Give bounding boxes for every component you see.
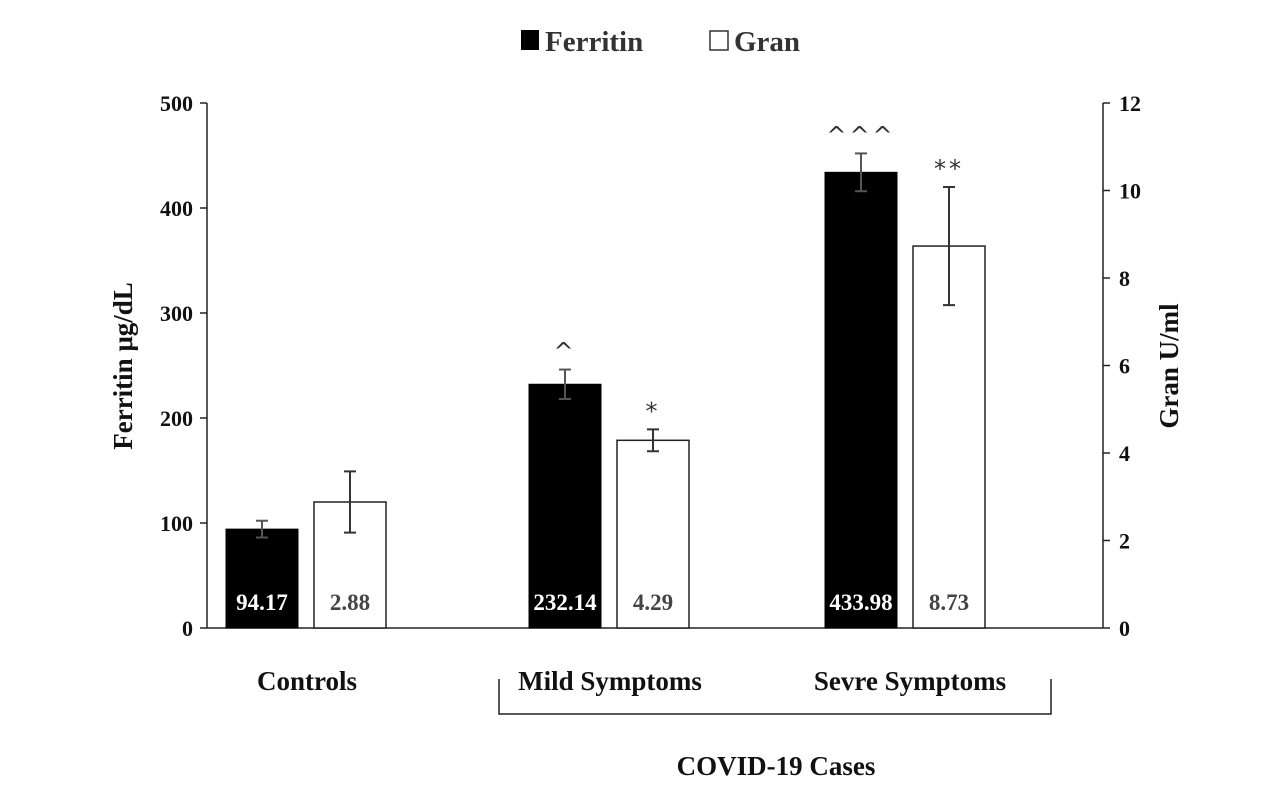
left-tick-label: 200	[160, 406, 193, 431]
right-tick-label: 2	[1119, 529, 1130, 554]
right-tick-label: 0	[1119, 616, 1130, 641]
bar-value-label: 2.88	[330, 590, 370, 615]
left-tick-label: 400	[160, 196, 193, 221]
bar-value-label: 8.73	[929, 590, 969, 615]
bar-ferritin-2	[824, 171, 898, 629]
bar-value-label: 433.98	[829, 590, 892, 615]
bar-gran-1	[616, 439, 690, 629]
group-label: COVID-19 Cases	[677, 751, 876, 781]
right-tick-label: 4	[1119, 441, 1130, 466]
legend-label-gran: Gran	[734, 26, 800, 58]
right-tick-label: 6	[1119, 354, 1130, 379]
significance-mark: ^	[553, 338, 576, 366]
significance-mark: *	[646, 397, 661, 425]
bar-value-label: 232.14	[533, 590, 597, 615]
significance-mark: **	[934, 155, 964, 183]
right-tick-label: 8	[1119, 266, 1130, 291]
bar-ferritin-1	[528, 383, 602, 629]
left-axis-title: Ferritin μg/dL	[108, 282, 138, 450]
legend: Ferritin Gran	[521, 26, 800, 58]
left-tick-label: 100	[160, 511, 193, 536]
bars: 94.17 2.88 232.14 ^ 4.29 * 433.98 ^^^ 8.73 **	[225, 121, 986, 629]
legend-swatch-ferritin	[521, 30, 539, 50]
right-tick-label: 10	[1119, 179, 1141, 204]
left-tick-label: 300	[160, 301, 193, 326]
legend-label-ferritin: Ferritin	[545, 26, 643, 58]
right-tick-label: 12	[1119, 91, 1141, 116]
bar-value-label: 4.29	[633, 590, 673, 615]
left-tick-label: 500	[160, 91, 193, 116]
category-label: Sevre Symptoms	[814, 666, 1006, 696]
category-label: Controls	[257, 666, 357, 696]
category-labels: Controls Mild Symptoms Sevre Symptoms	[257, 666, 1006, 696]
right-axis-title: Gran U/ml	[1154, 303, 1184, 429]
legend-swatch-gran	[709, 30, 729, 51]
bar-gran-2	[912, 245, 986, 629]
left-axis-ticks: 0 100 200 300 400 500	[160, 91, 207, 641]
bar-value-label: 94.17	[236, 590, 288, 615]
category-label: Mild Symptoms	[518, 666, 702, 696]
right-axis-ticks: 0 2 4 6 8 10 12	[1103, 91, 1141, 641]
significance-mark: ^^^	[826, 121, 895, 149]
left-tick-label: 0	[182, 616, 193, 641]
group-bracket	[498, 679, 1052, 715]
bar-ferritin-0	[225, 528, 299, 629]
